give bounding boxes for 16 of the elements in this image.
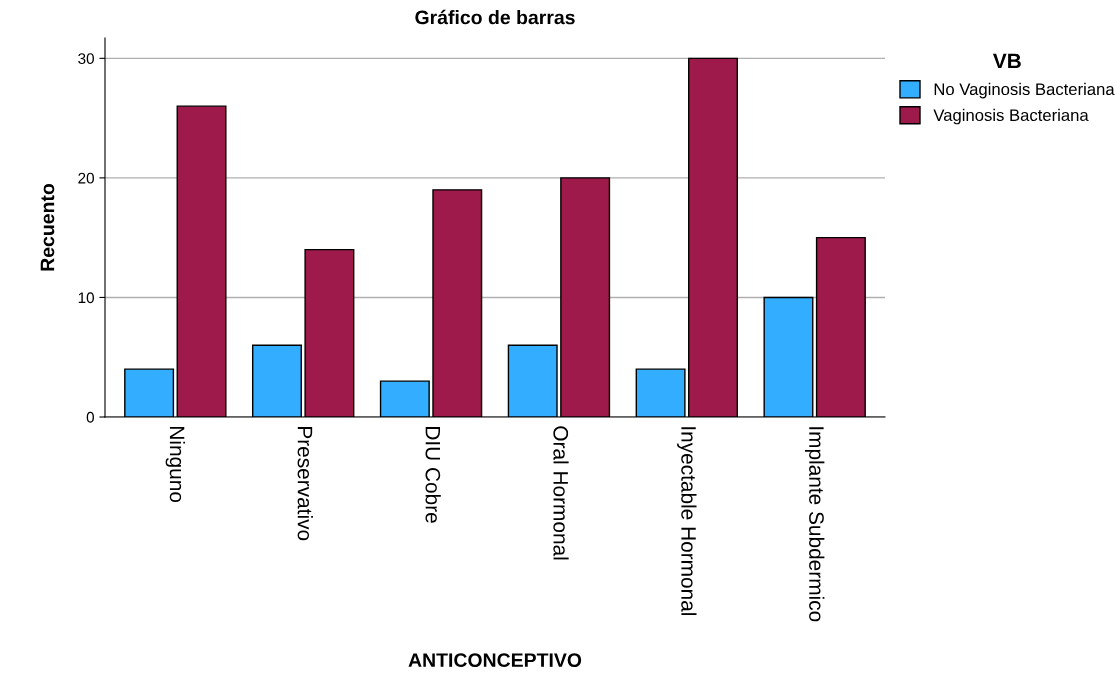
chart-title: Gráfico de barras [415, 9, 575, 25]
x-tick-label: Inyectable Hormonal [677, 427, 697, 616]
x-tick-label: Ninguno [165, 427, 186, 503]
legend-label: Vaginosis Bacteriana [933, 108, 1089, 125]
x-axis-title: ANTICONCEPTIVO [408, 653, 582, 668]
y-axis-title: Recuento [40, 183, 55, 271]
y-tick-label: 30 [78, 53, 94, 65]
y-tick-label: 0 [86, 411, 94, 423]
x-tick-label: Oral Hormonal [553, 426, 569, 560]
legend-label: No Vaginosis Bacteriana [934, 82, 1115, 99]
x-tick-label: Implante Subdermico [804, 427, 825, 622]
legend-title: VB [992, 53, 1021, 69]
x-tick-label: DIU Cobre [425, 427, 441, 523]
x-tick-label: Preservativo [297, 427, 313, 541]
y-tick-label: 10 [78, 292, 94, 304]
y-tick-label: 20 [78, 172, 94, 184]
